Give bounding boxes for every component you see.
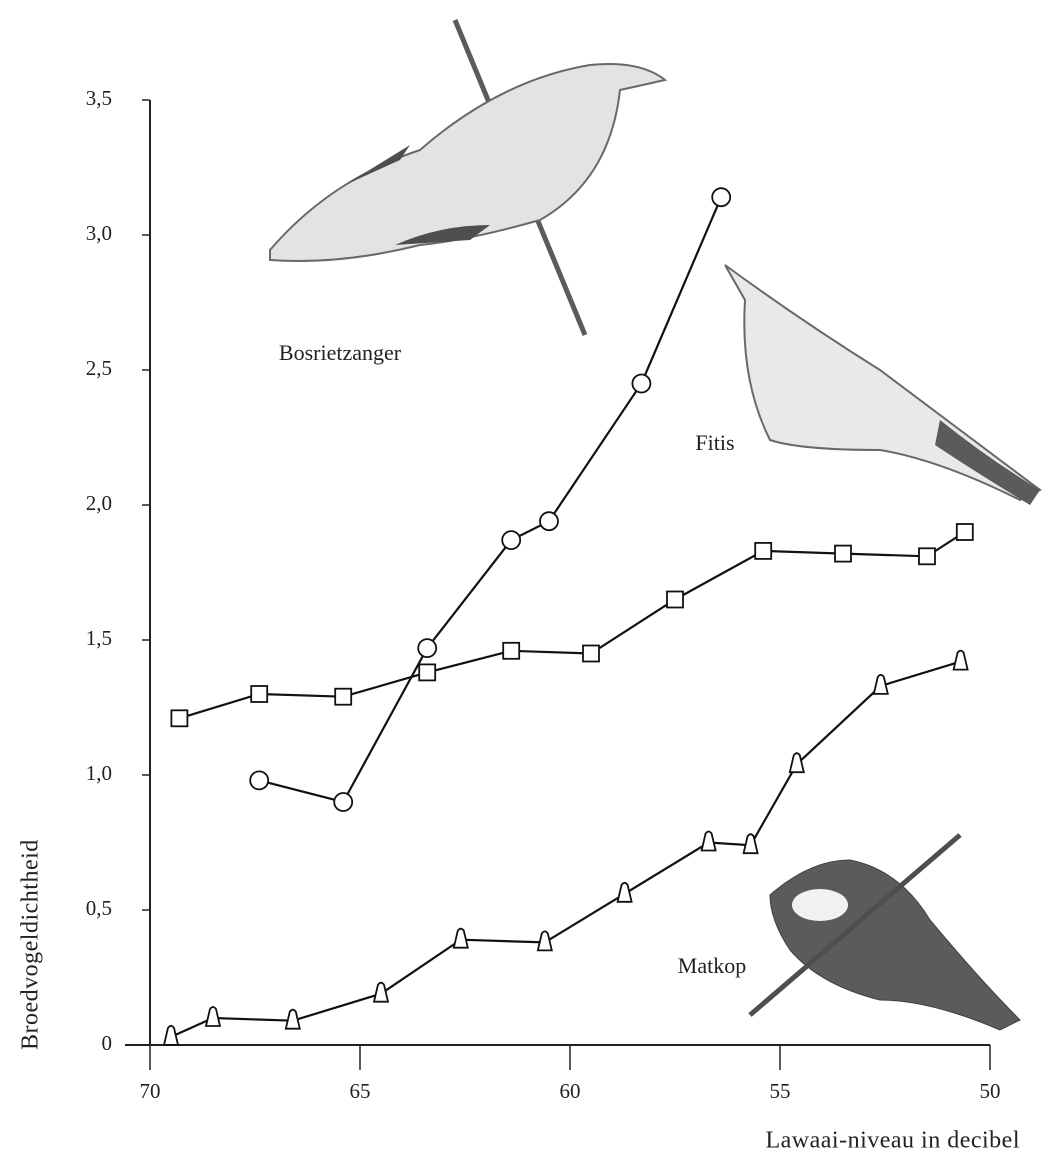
x-tick-label: 65 bbox=[350, 1079, 371, 1103]
data-point bbox=[631, 373, 652, 394]
series-label: Matkop bbox=[678, 953, 746, 978]
data-point bbox=[250, 685, 269, 703]
y-tick-label: 1,0 bbox=[86, 761, 112, 785]
series-line bbox=[258, 196, 723, 804]
data-point bbox=[952, 649, 969, 671]
data-point bbox=[918, 547, 936, 566]
series-label: Bosrietzanger bbox=[279, 340, 402, 365]
data-point bbox=[711, 187, 732, 208]
x-tick-label: 70 bbox=[140, 1079, 161, 1103]
y-tick-label: 2,0 bbox=[86, 491, 112, 515]
data-point bbox=[418, 663, 437, 682]
data-point bbox=[955, 523, 974, 541]
data-point bbox=[162, 1025, 180, 1046]
data-point bbox=[170, 709, 189, 728]
data-point bbox=[742, 833, 759, 855]
x-tick-label: 60 bbox=[560, 1079, 581, 1103]
data-point bbox=[284, 1008, 301, 1030]
y-tick-label: 1,5 bbox=[86, 626, 112, 650]
data-point bbox=[502, 641, 521, 660]
series-line bbox=[170, 660, 961, 1038]
y-tick-label: 3,0 bbox=[86, 221, 112, 245]
data-point bbox=[539, 511, 559, 532]
data-point bbox=[334, 687, 353, 706]
data-point bbox=[872, 674, 889, 695]
data-point bbox=[204, 1006, 222, 1027]
data-point bbox=[616, 881, 633, 903]
y-axis-title: Broedvogeldichtheid bbox=[18, 839, 44, 1050]
data-point bbox=[417, 638, 438, 658]
data-point bbox=[536, 930, 553, 952]
data-point bbox=[700, 830, 717, 852]
y-tick-label: 0,5 bbox=[86, 896, 112, 920]
data-point bbox=[834, 544, 852, 563]
data-point bbox=[452, 927, 469, 949]
data-point bbox=[372, 981, 390, 1003]
bird-illustration bbox=[269, 19, 1042, 1031]
x-axis-title: Lawaai-niveau in decibel bbox=[765, 1128, 1020, 1154]
data-point bbox=[582, 644, 600, 663]
data-point bbox=[754, 542, 773, 560]
data-point bbox=[666, 590, 684, 609]
data-point bbox=[333, 792, 354, 812]
data-point bbox=[788, 752, 805, 774]
y-tick-label: 0 bbox=[102, 1031, 113, 1055]
series-label: Fitis bbox=[695, 430, 734, 455]
data-point bbox=[249, 770, 270, 791]
x-tick-label: 55 bbox=[770, 1079, 791, 1103]
data-point bbox=[501, 530, 522, 550]
y-tick-label: 3,5 bbox=[86, 86, 112, 110]
y-tick-label: 2,5 bbox=[86, 356, 112, 380]
x-tick-label: 50 bbox=[980, 1079, 1001, 1103]
